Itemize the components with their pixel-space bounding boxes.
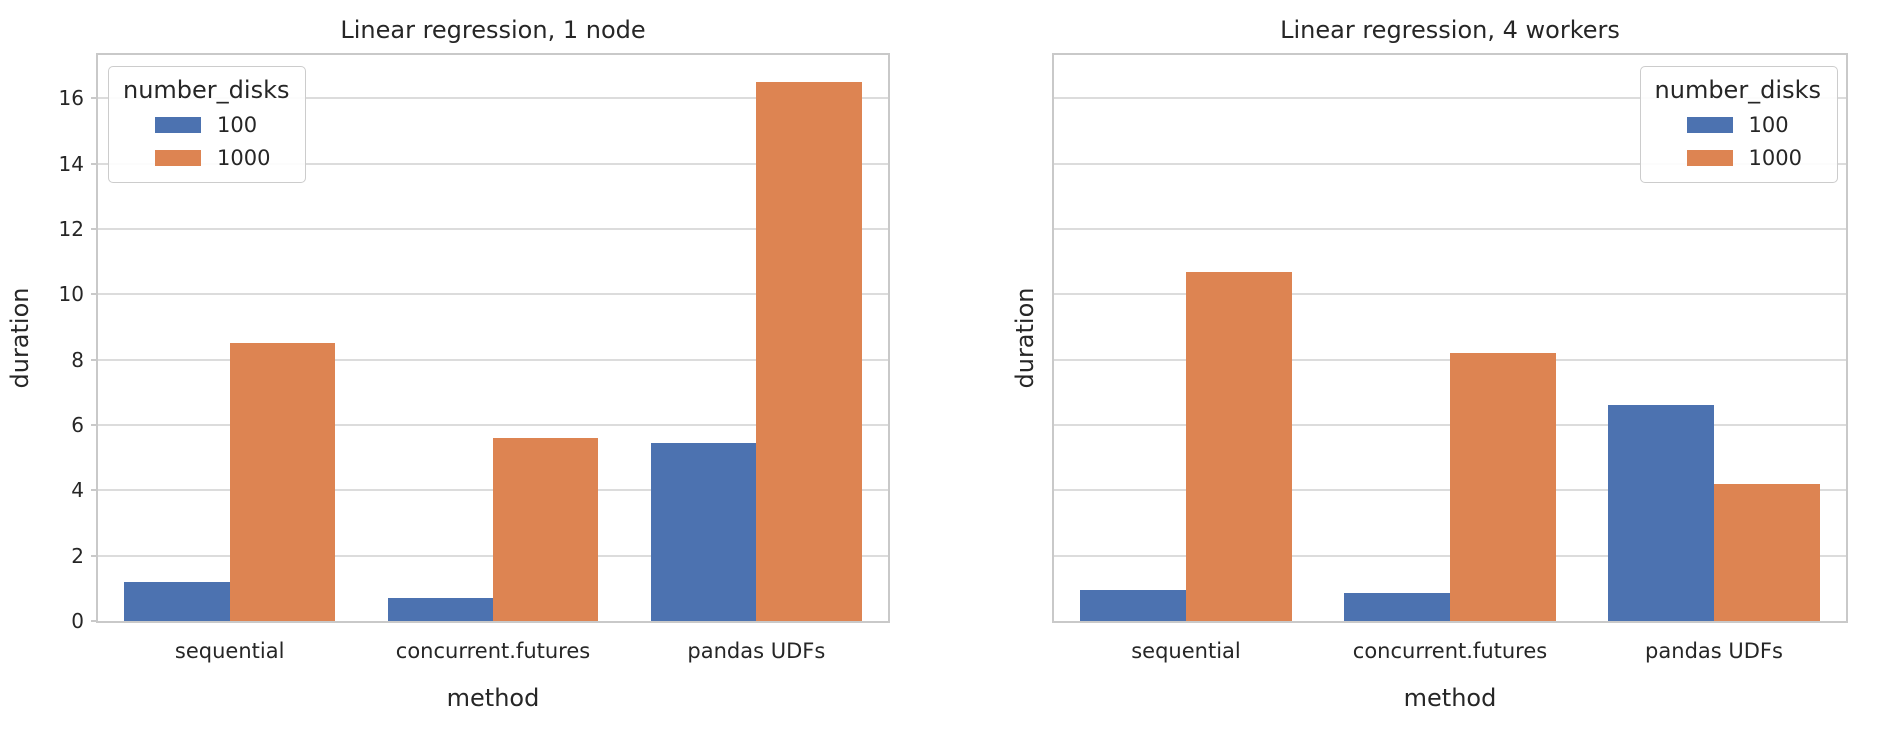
x-tick-label: sequential	[174, 639, 285, 663]
y-tick-label: 4	[71, 478, 84, 503]
y-tick-mark	[91, 97, 98, 100]
gridline-y-16	[98, 97, 888, 100]
plot-area: sequential concurrent.futures pandas UDFs n…	[1052, 53, 1848, 663]
y-tick-mark	[91, 228, 98, 231]
y-tick-label: 14	[58, 151, 84, 176]
gridline-y-6	[98, 424, 888, 427]
y-tick-mark	[91, 293, 98, 296]
bar-concurrent-futures-1000	[493, 438, 599, 621]
bar-pandas-udfs-100	[1608, 405, 1714, 621]
y-tick-mark	[91, 489, 98, 492]
legend-title: number_disks	[1654, 76, 1821, 104]
gridline-y-8	[98, 358, 888, 361]
y-axis-label: duration	[1011, 287, 1039, 389]
gridline-y-10	[1054, 293, 1846, 296]
y-tick-mark	[91, 162, 98, 165]
legend: number_disks 100 1000	[1639, 66, 1838, 183]
gridline-y-12	[98, 228, 888, 231]
x-tick-label: sequential	[1131, 639, 1241, 663]
y-tick-label: 10	[58, 282, 84, 307]
gridline-y-14	[98, 162, 888, 165]
legend-entry-label: 1000	[217, 146, 271, 170]
legend-entry-label: 100	[1748, 113, 1789, 137]
y-axis-label: duration	[6, 287, 34, 389]
x-tick-label: concurrent.futures	[395, 639, 591, 663]
gridline-y-16	[1054, 97, 1846, 100]
y-tick-mark	[91, 554, 98, 557]
legend-entry: 1000	[123, 146, 289, 170]
y-tick-label: 6	[71, 413, 84, 438]
bar-pandas-udfs-1000	[756, 82, 862, 621]
legend-swatch-100	[1686, 117, 1733, 133]
chart-title: Linear regression, 1 node	[340, 16, 646, 44]
y-tick-mark	[91, 358, 98, 361]
y-tick-label: 16	[58, 86, 84, 111]
x-tick-label: pandas UDFs	[687, 639, 826, 663]
legend: number_disks 100 1000	[108, 66, 307, 183]
plot-area: 0 2 4 6 8 10 12 14 16 sequential concurrent.future…	[59, 53, 890, 663]
legend-title: number_disks	[123, 76, 290, 104]
bar-sequential-1000	[1185, 271, 1292, 621]
legend-entry: 1000	[1655, 146, 1821, 170]
y-tick-mark	[91, 424, 98, 427]
gridline-y-12	[1054, 228, 1846, 231]
y-tick-label: 12	[58, 217, 84, 242]
legend-swatch-1000	[155, 150, 201, 166]
legend-entry-label: 1000	[1748, 146, 1802, 170]
x-axis-label: method	[1403, 684, 1497, 712]
bar-sequential-1000	[229, 343, 335, 621]
legend-swatch-1000	[1686, 150, 1733, 166]
y-tick-mark	[91, 620, 98, 622]
legend-entry: 100	[123, 113, 289, 137]
y-tick-label: 0	[71, 609, 84, 633]
bar-concurrent-futures-100	[387, 598, 493, 621]
chart-title: Linear regression, 4 workers	[1280, 16, 1620, 44]
bar-pandas-udfs-100	[651, 443, 757, 621]
legend-swatch-100	[155, 117, 201, 133]
bar-sequential-100	[1080, 589, 1186, 621]
gridline-y-14	[1054, 162, 1846, 165]
x-tick-label: concurrent.futures	[1352, 639, 1548, 663]
legend-entry: 100	[1655, 113, 1821, 137]
y-tick-label: 8	[71, 347, 84, 372]
bar-concurrent-futures-100	[1344, 593, 1450, 621]
gridline-y-10	[98, 293, 888, 296]
y-tick-label: 2	[71, 543, 84, 568]
x-axis-label: method	[446, 684, 540, 712]
bar-concurrent-futures-1000	[1450, 353, 1556, 621]
bar-pandas-udfs-1000	[1714, 483, 1820, 621]
legend-entry-label: 100	[217, 113, 258, 137]
bar-sequential-100	[124, 581, 230, 621]
x-tick-label: pandas UDFs	[1645, 639, 1783, 663]
